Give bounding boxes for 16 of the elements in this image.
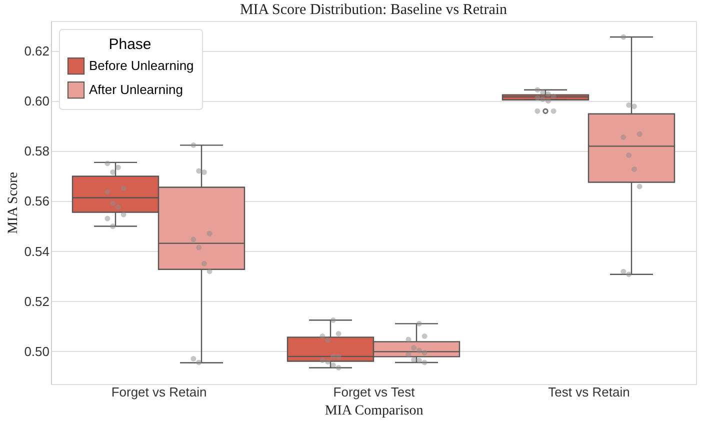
- y-tick-label: 0.60: [24, 94, 50, 109]
- chart-title: MIA Score Distribution: Baseline vs Retrain: [240, 2, 508, 18]
- y-tick-label: 0.58: [24, 144, 50, 159]
- x-tick-label: Forget vs Retain: [111, 384, 207, 400]
- y-tick-label: 0.56: [24, 194, 50, 209]
- x-axis-title: MIA Comparison: [324, 404, 424, 418]
- legend-label: After Unlearning: [89, 82, 183, 97]
- y-tick-label: 0.52: [24, 294, 50, 309]
- y-tick-label: 0.62: [24, 44, 50, 59]
- legend-label: Before Unlearning: [89, 58, 194, 73]
- x-tick-label: Test vs Retain: [548, 384, 630, 400]
- y-tick-label: 0.50: [24, 344, 50, 359]
- legend-title: Phase: [108, 36, 152, 53]
- y-tick-label: 0.54: [24, 244, 50, 259]
- y-axis-title: MIA Score: [6, 172, 22, 234]
- x-tick-label: Forget vs Test: [333, 384, 416, 400]
